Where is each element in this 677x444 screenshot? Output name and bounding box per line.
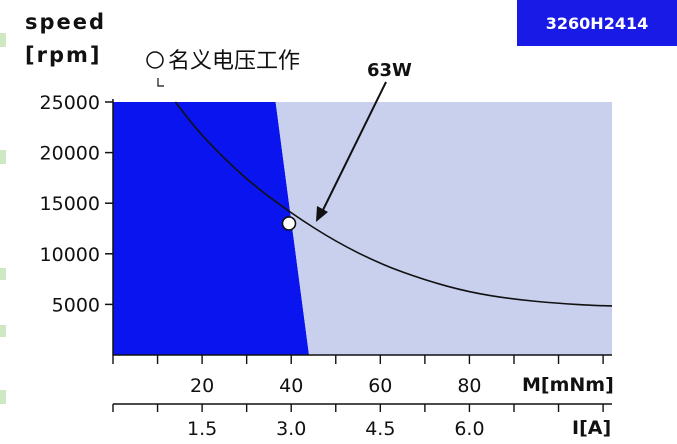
x-axis-torque-label: M[mNm] bbox=[522, 374, 614, 396]
y-tick-label: 10000 bbox=[40, 244, 100, 266]
x-torque-tick-label: 40 bbox=[279, 375, 303, 397]
y-tick-label: 20000 bbox=[40, 143, 100, 165]
region-continuous bbox=[113, 102, 310, 355]
x-axis-current: 1.5 3.0 4.5 6.0 bbox=[112, 403, 612, 440]
x-current-tick-label: 3.0 bbox=[276, 418, 306, 440]
x-torque-tick-label: 80 bbox=[457, 375, 481, 397]
x-torque-tick-label: 20 bbox=[190, 375, 214, 397]
left-edge-marks bbox=[0, 33, 6, 404]
y-axis-label-line1: speed bbox=[25, 10, 106, 34]
y-tick-label: 15000 bbox=[40, 193, 100, 215]
operating-regions bbox=[113, 102, 612, 355]
model-badge-text: 3260H2414 bbox=[546, 14, 648, 33]
x-torque-tick-label: 60 bbox=[368, 375, 392, 397]
region-intermittent bbox=[275, 102, 612, 355]
legend-bracket bbox=[157, 78, 164, 87]
y-axis: 25000 20000 15000 10000 5000 bbox=[40, 92, 114, 355]
y-tick-label: 5000 bbox=[52, 294, 100, 316]
x-axis-current-label: I[A] bbox=[572, 417, 611, 439]
x-current-tick-label: 6.0 bbox=[454, 418, 484, 440]
speed-torque-curve-0 bbox=[174, 101, 613, 307]
legend-label: 名义电压工作 bbox=[168, 49, 300, 74]
model-badge bbox=[517, 0, 677, 46]
x-current-tick-label: 4.5 bbox=[365, 418, 395, 440]
legend-marker-icon bbox=[146, 51, 164, 69]
y-tick-label: 25000 bbox=[40, 92, 100, 114]
y-axis-label-line2: [rpm] bbox=[25, 43, 101, 67]
curve-layer bbox=[174, 101, 613, 307]
annotation-arrow bbox=[316, 81, 387, 222]
x-axis-torque: 20 40 60 80 bbox=[112, 354, 612, 397]
power-annotation: 63W bbox=[367, 60, 412, 81]
x-current-tick-label: 1.5 bbox=[187, 418, 217, 440]
operating-point bbox=[281, 216, 297, 231]
